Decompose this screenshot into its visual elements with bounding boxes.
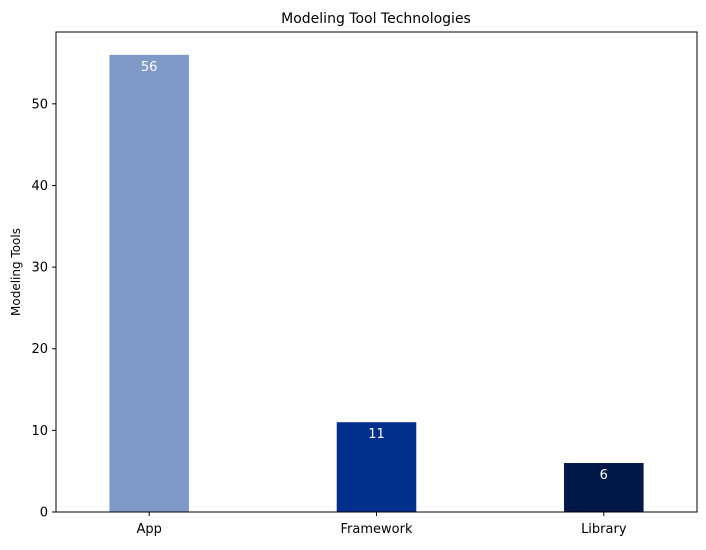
- bar-framework: [336, 422, 417, 512]
- bar-library: [564, 463, 644, 512]
- y-axis-ticks: 0 10 20 30 40 50: [31, 97, 56, 521]
- data-labels-layer: 56 11 6: [141, 60, 608, 483]
- chart-title: Modeling Tool Technologies: [281, 11, 471, 27]
- y-tick-label-50: 50: [31, 97, 48, 112]
- y-tick-label-20: 20: [31, 342, 48, 357]
- y-tick-label-10: 10: [31, 424, 48, 439]
- x-axis-ticks: App Framework Library: [136, 512, 627, 537]
- bars-layer: [109, 54, 644, 512]
- data-label-framework: 11: [368, 427, 385, 442]
- x-tick-label-framework: Framework: [341, 522, 413, 537]
- y-tick-label-40: 40: [31, 179, 48, 194]
- data-label-library: 6: [600, 468, 608, 483]
- x-tick-label-library: Library: [581, 522, 627, 537]
- bar-app: [109, 54, 189, 512]
- y-tick-label-30: 30: [31, 261, 48, 276]
- plot-frame: [55, 31, 698, 513]
- data-label-app: 56: [141, 60, 158, 75]
- y-tick-label-0: 0: [40, 506, 48, 521]
- x-tick-label-app: App: [136, 522, 161, 537]
- y-axis-label: Modeling Tools: [9, 228, 23, 316]
